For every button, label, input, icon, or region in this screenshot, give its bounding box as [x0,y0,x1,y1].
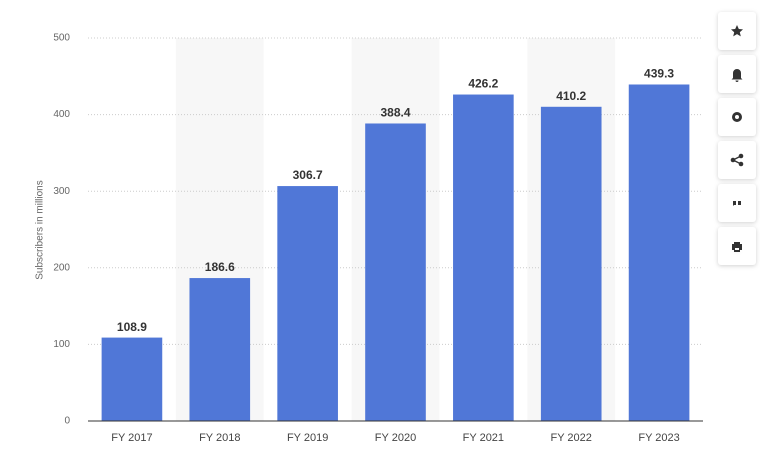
value-label: 410.2 [556,89,586,103]
bar [189,278,251,421]
bar [277,186,338,421]
favorite-button[interactable] [718,12,756,50]
bar [628,84,690,421]
x-tick-label: FY 2018 [199,432,240,444]
y-tick-label: 300 [53,186,70,197]
bar [540,106,602,421]
y-tick-label: 0 [64,416,70,427]
y-tick-label: 500 [53,33,70,44]
x-tick-label: FY 2020 [375,432,416,444]
value-label: 439.3 [644,67,674,81]
y-tick-label: 200 [53,262,70,273]
y-tick-label: 400 [53,109,70,120]
y-tick-label: 100 [53,339,70,350]
settings-button[interactable] [718,98,756,136]
value-label: 186.6 [205,260,235,274]
x-tick-label: FY 2022 [551,432,592,444]
bar [101,337,163,421]
value-label: 426.2 [468,77,498,91]
x-tick-label: FY 2023 [638,432,679,444]
y-axis-label: Subscribers in millions [35,180,46,279]
value-label: 108.9 [117,320,147,334]
x-tick-label: FY 2017 [111,432,152,444]
x-tick-label: FY 2021 [463,432,504,444]
x-tick-label: FY 2019 [287,432,328,444]
cite-button[interactable] [718,184,756,222]
bar [453,94,514,422]
print-button[interactable] [718,227,756,265]
value-label: 388.4 [380,106,410,120]
bar [365,123,426,422]
value-label: 306.7 [293,168,323,182]
notification-button[interactable] [718,55,756,93]
side-toolbar [718,12,756,265]
share-button[interactable] [718,141,756,179]
